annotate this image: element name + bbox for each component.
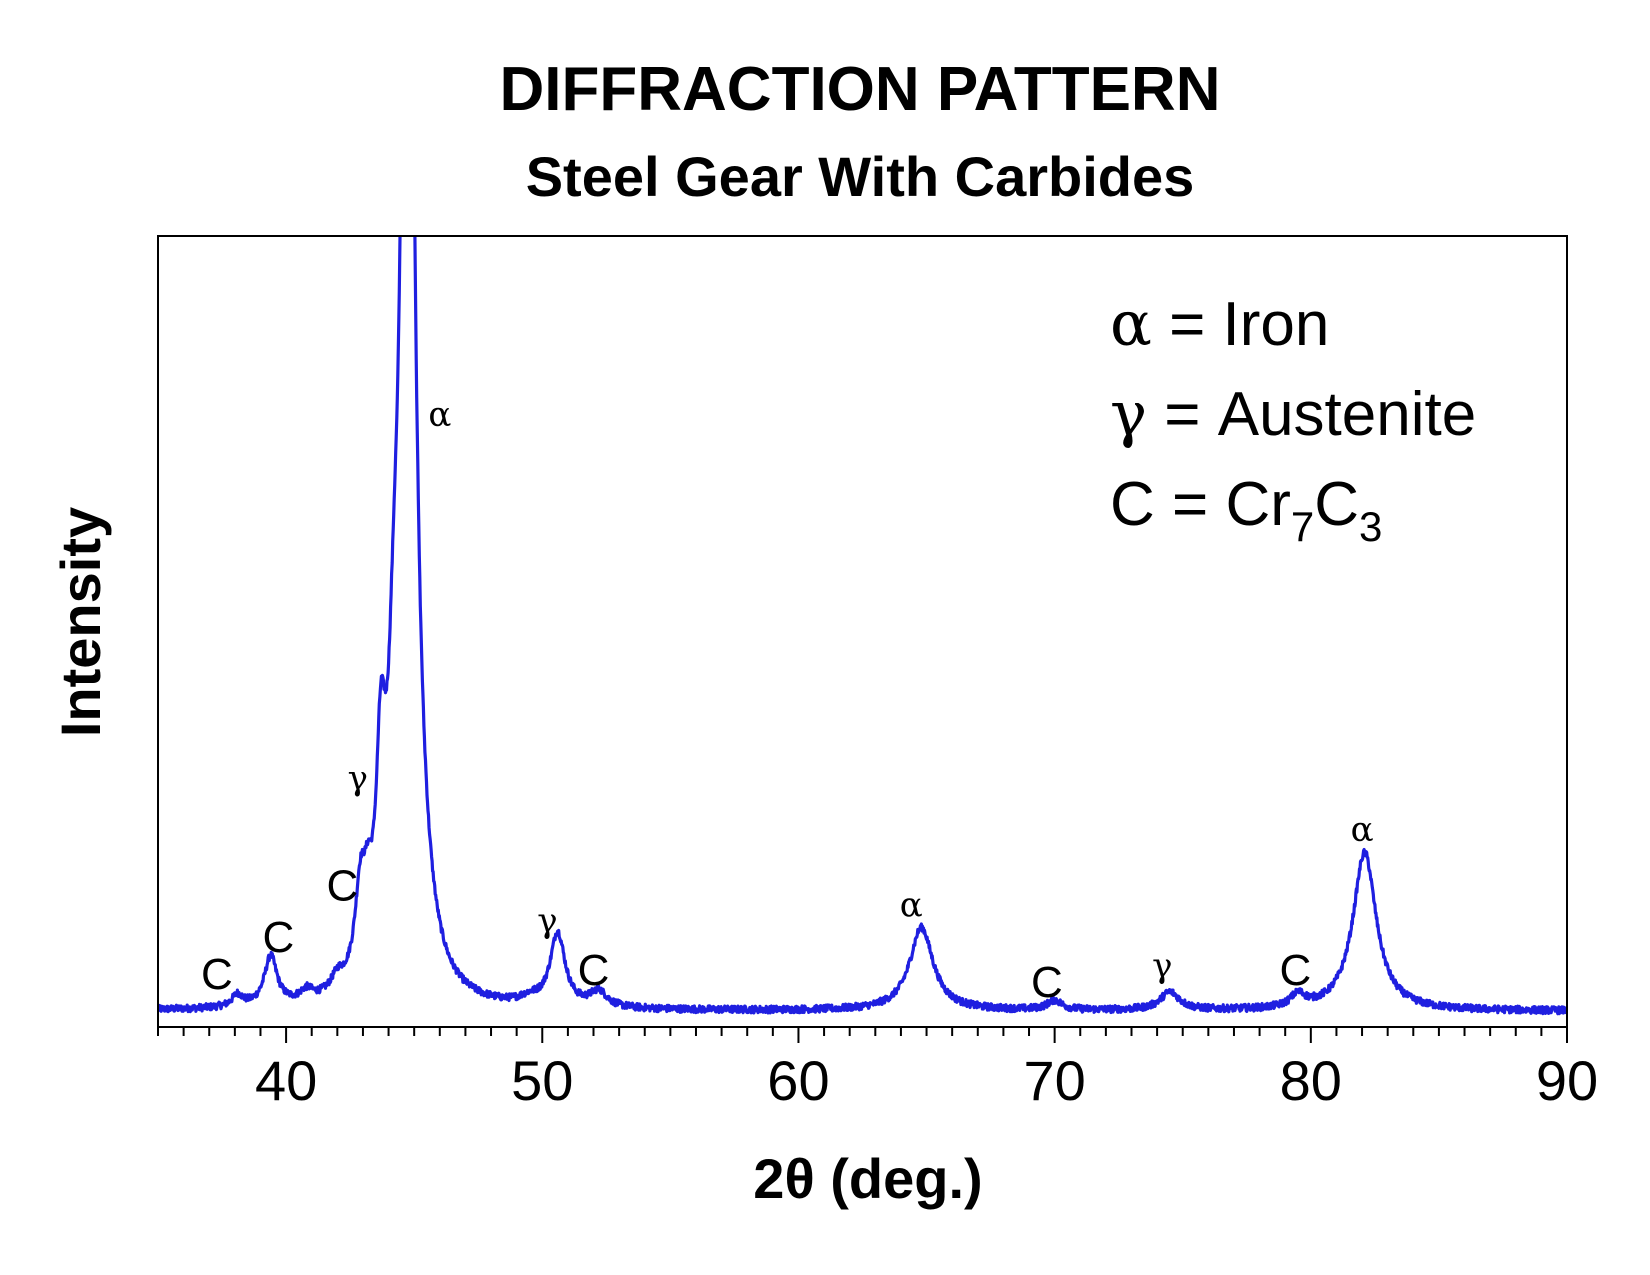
legend-text: = Cr	[1155, 470, 1291, 539]
x-tick-label: 40	[255, 1049, 317, 1112]
peak-label-greek: γ	[348, 759, 368, 799]
x-tick-label: 50	[511, 1049, 573, 1112]
x-tick-label: 80	[1280, 1049, 1342, 1112]
legend-text: = Iron	[1152, 290, 1330, 359]
legend-text: C	[1314, 470, 1359, 539]
legend-symbol: α	[1110, 287, 1152, 360]
peak-label-carbide: C	[578, 946, 610, 995]
series-line	[158, 236, 1567, 1016]
peak-label-greek: α	[428, 395, 451, 435]
plot-frame	[157, 235, 1568, 1028]
chart-title: DIFFRACTION PATTERN	[500, 55, 1221, 124]
y-axis-label: Intensity	[49, 507, 112, 737]
legend-subscript: 7	[1291, 503, 1314, 550]
peak-label-carbide: C	[263, 913, 295, 962]
x-tick-label: 90	[1536, 1049, 1598, 1112]
legend-entry: α = Iron	[1110, 287, 1329, 360]
peak-label-carbide: C	[1280, 946, 1312, 995]
legend-symbol: γ	[1110, 377, 1147, 450]
legend-entry: γ = Austenite	[1110, 377, 1476, 450]
legend-entry: C = Cr7C3	[1110, 470, 1382, 550]
peak-label-carbide: C	[1031, 958, 1063, 1007]
peak-label-greek: γ	[537, 901, 557, 941]
peak-label-greek: α	[900, 885, 923, 925]
x-tick-label: 60	[767, 1049, 829, 1112]
peak-label-greek: α	[1351, 810, 1374, 850]
peak-label-greek: γ	[1152, 946, 1172, 986]
legend-symbol: C	[1110, 470, 1155, 539]
legend-text: = Austenite	[1147, 380, 1476, 449]
chart-subtitle: Steel Gear With Carbides	[526, 145, 1195, 208]
legend-subscript: 3	[1359, 503, 1382, 550]
peak-label-carbide: C	[201, 950, 233, 999]
peak-label-carbide: C	[327, 861, 359, 910]
x-axis-label: 2θ (deg.)	[753, 1147, 982, 1210]
x-tick-label: 70	[1023, 1049, 1085, 1112]
